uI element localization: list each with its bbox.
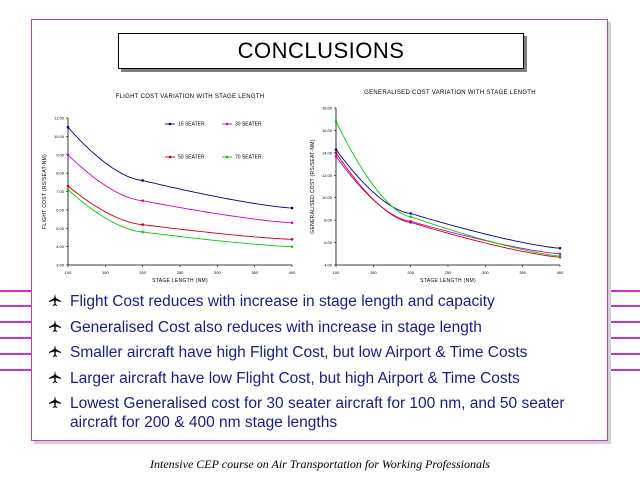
left-stripe-5 xyxy=(0,353,46,355)
left-stripe-3 xyxy=(0,321,46,323)
left-stripe-4 xyxy=(0,337,46,339)
bullet-item: Lowest Generalised cost for 30 seater ai… xyxy=(46,391,606,432)
right-stripe-4 xyxy=(604,337,640,339)
bullet-item: Larger aircraft have low Flight Cost, bu… xyxy=(46,366,606,392)
airplane-icon xyxy=(49,370,61,383)
right-stripe-5 xyxy=(604,353,640,355)
airplane-icon xyxy=(49,345,61,358)
left-stripe-1 xyxy=(0,290,46,292)
airplane-icon xyxy=(49,319,61,332)
bullet-text: Flight Cost reduces with increase in sta… xyxy=(70,293,495,310)
slide-title: CONCLUSIONS xyxy=(118,33,524,69)
airplane-icon xyxy=(49,294,61,306)
bullet-item: Smaller aircraft have high Flight Cost, … xyxy=(46,340,606,366)
right-stripe-6 xyxy=(604,369,640,371)
bullet-text: Lowest Generalised cost for 30 seater ai… xyxy=(70,395,565,432)
footer-text: Intensive CEP course on Air Transportati… xyxy=(149,457,490,471)
right-stripe-1 xyxy=(604,290,640,292)
bullet-text: Larger aircraft have low Flight Cost, bu… xyxy=(70,369,520,387)
left-stripe-6 xyxy=(0,369,46,371)
bullet-item: Generalised Cost also reduces with incre… xyxy=(46,315,606,341)
bullet-item: Flight Cost reduces with increase in sta… xyxy=(46,289,606,315)
right-stripe-3 xyxy=(604,321,640,323)
airplane-icon xyxy=(49,396,61,409)
bullet-text: Smaller aircraft have high Flight Cost, … xyxy=(70,344,528,362)
bullet-text: Generalised Cost also reduces with incre… xyxy=(70,318,482,336)
slide-title-text: CONCLUSIONS xyxy=(237,38,405,63)
right-stripe-2 xyxy=(604,305,640,307)
left-stripe-2 xyxy=(0,305,46,307)
conclusion-list: Flight Cost reduces with increase in sta… xyxy=(46,289,606,432)
